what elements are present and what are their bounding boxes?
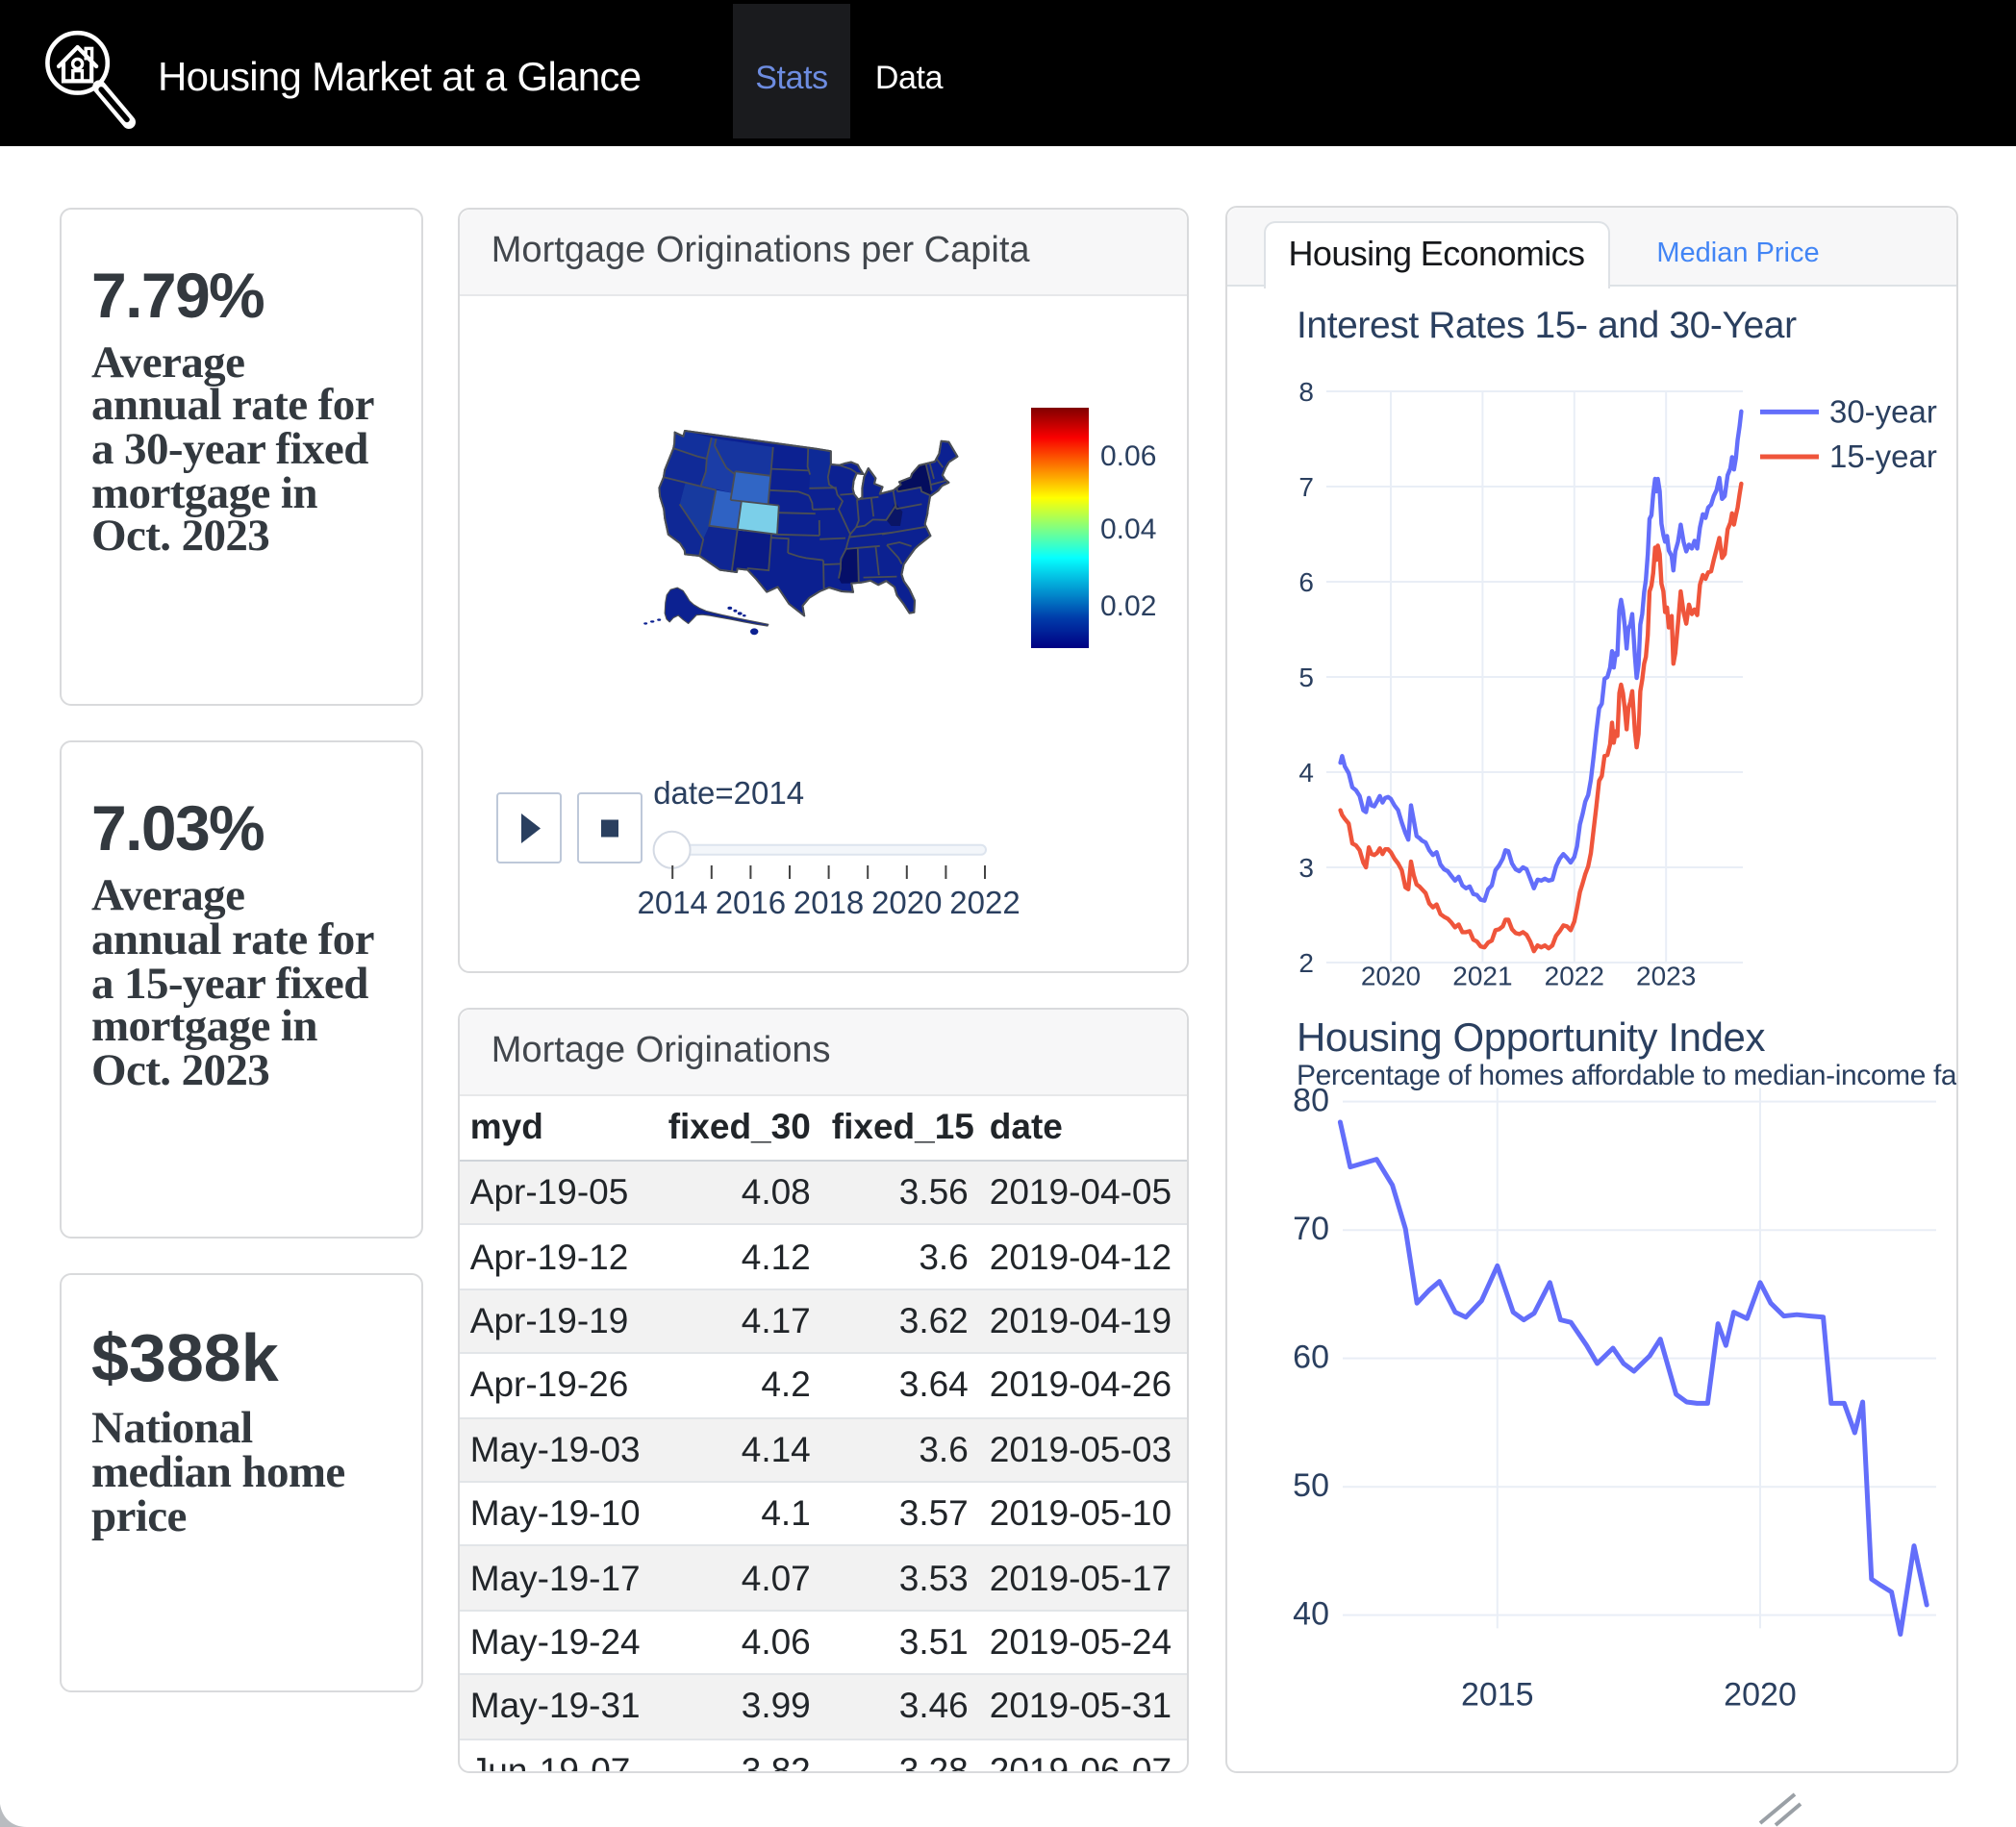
svg-text:2022: 2022 [1545, 962, 1604, 991]
svg-text:15-year: 15-year [1829, 439, 1937, 475]
svg-text:80: 80 [1293, 1084, 1329, 1120]
svg-text:8: 8 [1298, 378, 1314, 408]
svg-text:Housing Opportunity Index: Housing Opportunity Index [1297, 1015, 1766, 1061]
svg-text:40: 40 [1293, 1597, 1329, 1634]
svg-text:50: 50 [1293, 1468, 1329, 1505]
svg-text:0.02: 0.02 [1101, 590, 1157, 622]
svg-text:60: 60 [1293, 1340, 1329, 1377]
svg-text:2020: 2020 [1724, 1677, 1797, 1714]
svg-text:0.04: 0.04 [1101, 513, 1157, 545]
svg-text:5: 5 [1298, 663, 1314, 693]
svg-text:30-year: 30-year [1829, 394, 1937, 430]
svg-text:date=2014: date=2014 [654, 774, 805, 810]
svg-text:Interest Rates 15- and 30-Year: Interest Rates 15- and 30-Year [1297, 306, 1797, 347]
svg-text:2014: 2014 [638, 884, 708, 919]
svg-text:2021: 2021 [1452, 962, 1512, 991]
svg-text:7: 7 [1298, 473, 1314, 503]
svg-text:2: 2 [1298, 949, 1314, 979]
svg-text:2018: 2018 [794, 884, 865, 919]
svg-text:Percentage of homes affordable: Percentage of homes affordable to median… [1297, 1061, 1959, 1092]
svg-text:2023: 2023 [1636, 962, 1696, 991]
svg-text:2015: 2015 [1461, 1677, 1534, 1714]
svg-text:3: 3 [1298, 854, 1314, 884]
svg-text:2022: 2022 [950, 884, 1021, 919]
svg-text:2016: 2016 [716, 884, 786, 919]
svg-text:2020: 2020 [1361, 962, 1421, 991]
svg-text:6: 6 [1298, 568, 1314, 598]
svg-text:2020: 2020 [872, 884, 943, 919]
svg-text:0.06: 0.06 [1101, 440, 1157, 472]
svg-text:70: 70 [1293, 1212, 1329, 1248]
svg-text:4: 4 [1298, 759, 1314, 788]
